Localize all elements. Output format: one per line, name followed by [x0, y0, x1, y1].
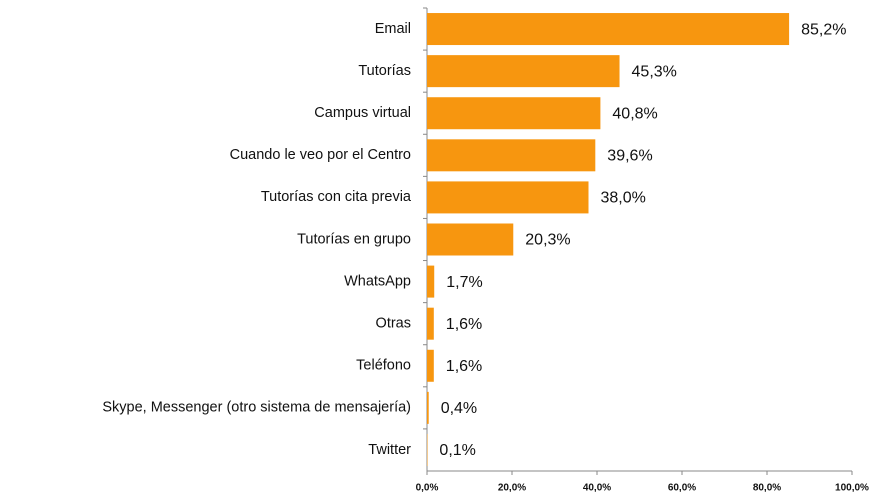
x-tick-label: 20,0% — [498, 483, 526, 494]
x-tick-label: 60,0% — [668, 483, 696, 494]
category-label: Twitter — [368, 442, 411, 458]
bar — [427, 391, 429, 424]
value-label: 1,6% — [446, 358, 482, 375]
category-label: Email — [375, 21, 411, 37]
value-label: 0,1% — [439, 442, 475, 459]
category-label: Tutorías con cita previa — [261, 189, 412, 205]
bar — [427, 181, 589, 214]
value-label: 45,3% — [632, 63, 677, 80]
bar — [427, 139, 596, 172]
category-label: Campus virtual — [314, 105, 411, 121]
value-label: 85,2% — [801, 21, 846, 38]
x-tick-label: 100,0% — [835, 483, 869, 494]
value-label: 20,3% — [525, 232, 570, 249]
value-label: 1,6% — [446, 316, 482, 333]
bar — [427, 349, 434, 382]
x-tick-label: 80,0% — [753, 483, 781, 494]
category-label: Tutorías en grupo — [297, 231, 411, 247]
value-label: 38,0% — [601, 190, 646, 207]
bar — [427, 265, 435, 298]
bar — [427, 307, 434, 340]
bar — [427, 223, 514, 256]
value-label: 40,8% — [612, 105, 657, 122]
x-tick-label: 40,0% — [583, 483, 611, 494]
bar — [427, 55, 620, 88]
value-label: 39,6% — [607, 148, 652, 165]
x-tick-label: 0,0% — [416, 483, 439, 494]
value-label: 1,7% — [446, 274, 482, 291]
bar — [427, 97, 601, 130]
category-label: Cuando le veo por el Centro — [230, 147, 411, 163]
value-label: 0,4% — [441, 400, 477, 417]
category-label: Tutorías — [358, 63, 411, 79]
category-label: Skype, Messenger (otro sistema de mensaj… — [102, 400, 411, 416]
category-label: WhatsApp — [344, 273, 411, 289]
bar — [427, 13, 790, 46]
category-label: Otras — [376, 316, 411, 332]
category-label: Teléfono — [356, 358, 411, 374]
